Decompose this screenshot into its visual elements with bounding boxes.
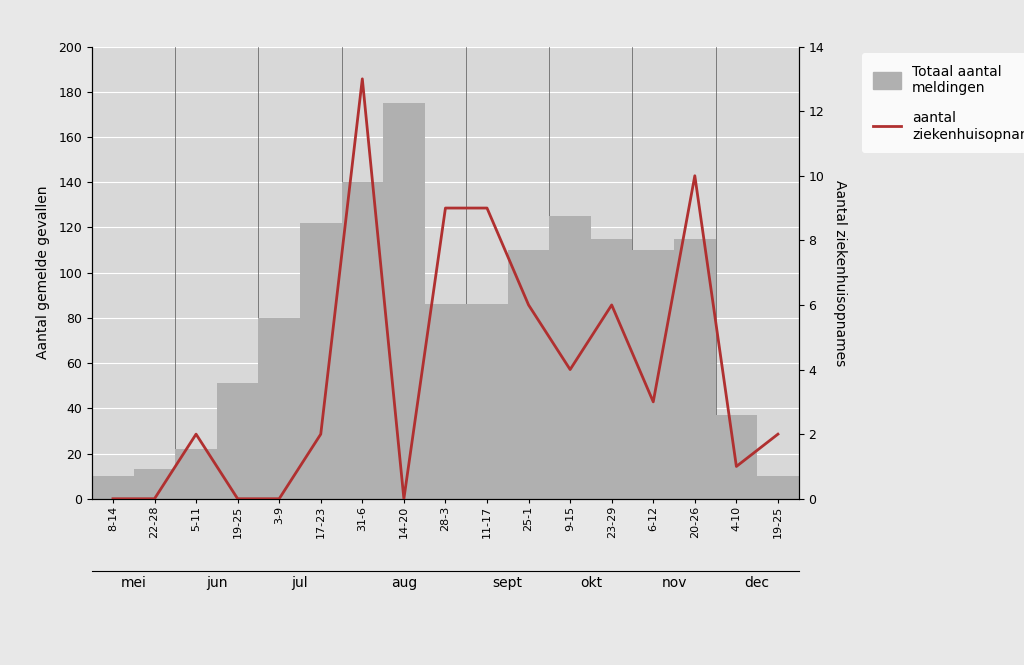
Bar [508, 250, 549, 499]
Bar [633, 250, 674, 499]
Bar [134, 469, 175, 499]
Bar [757, 476, 799, 499]
Bar [300, 223, 342, 499]
Bar [674, 239, 716, 499]
Y-axis label: Aantal gemelde gevallen: Aantal gemelde gevallen [36, 186, 50, 359]
Bar [425, 305, 466, 499]
Bar [591, 239, 633, 499]
Bar [92, 476, 134, 499]
Bar [175, 449, 217, 499]
Bar [258, 318, 300, 499]
Bar [466, 305, 508, 499]
Bar [716, 415, 757, 499]
Bar [383, 103, 425, 499]
Y-axis label: Aantal ziekenhuisopnames: Aantal ziekenhuisopnames [833, 180, 847, 366]
Bar [217, 384, 258, 499]
Legend: Totaal aantal
meldingen, aantal
ziekenhuisopnames: Totaal aantal meldingen, aantal ziekenhu… [862, 53, 1024, 153]
Bar [342, 182, 383, 499]
Bar [549, 216, 591, 499]
